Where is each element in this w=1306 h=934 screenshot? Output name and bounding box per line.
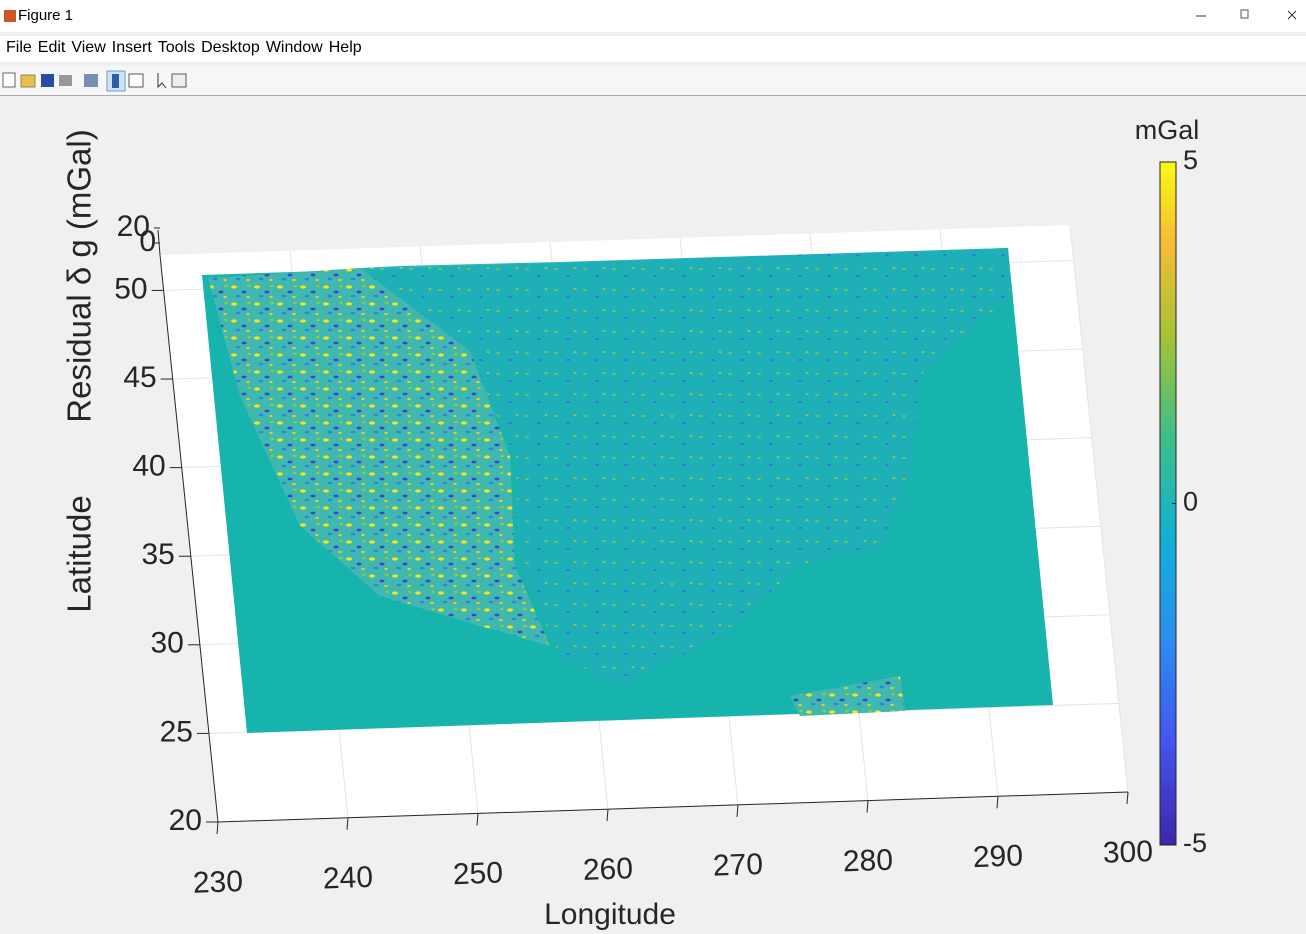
page: Figure 1 File Edit View Insert Tools Desktop W… xyxy=(0,0,1306,934)
y-tick-label: 50 xyxy=(114,272,147,305)
z-tick-label: 20 xyxy=(117,210,150,243)
x-tick-label: 290 xyxy=(972,839,1023,874)
x-tick xyxy=(477,813,478,825)
z-axis-label: Residual δ g (mGal) xyxy=(61,129,98,422)
y-tick-label: 45 xyxy=(123,361,156,394)
colorbar-tick-label: 0 xyxy=(1183,487,1198,517)
x-tick-label: 240 xyxy=(322,861,373,896)
save-icon[interactable] xyxy=(41,74,54,87)
print-icon[interactable] xyxy=(59,75,72,86)
x-tick xyxy=(867,801,868,813)
window-controls xyxy=(1186,0,1306,32)
y-tick-label: 35 xyxy=(141,538,174,571)
link-icon[interactable] xyxy=(84,74,98,87)
title-bar: Figure 1 xyxy=(0,0,1306,32)
x-tick-label: 250 xyxy=(452,856,503,891)
colorbar-tick-label: -5 xyxy=(1183,828,1207,858)
colorbar-tick-label: 5 xyxy=(1183,145,1198,175)
menu-item[interactable]: Window xyxy=(266,39,323,57)
open-icon[interactable] xyxy=(21,75,35,87)
x-tick xyxy=(997,796,998,808)
property-icon[interactable] xyxy=(172,74,186,87)
x-tick xyxy=(1127,792,1128,804)
colorbar: mGal -5 0 5 xyxy=(1135,115,1207,858)
x-tick-label: 230 xyxy=(192,865,243,900)
x-tick-label: 270 xyxy=(712,848,763,883)
toolbar xyxy=(0,66,1306,96)
colorbar-icon-inner xyxy=(112,74,119,88)
figure: 230 240 250 260 270 280 290 300 20 25 30 35 40 45 50 0 2… xyxy=(0,96,1306,934)
colorbar-label: mGal xyxy=(1135,115,1200,145)
window-title: Figure 1 xyxy=(18,7,73,24)
close-button[interactable] xyxy=(1288,11,1296,19)
menu-item[interactable]: File xyxy=(6,39,32,57)
x-tick xyxy=(217,822,218,834)
x-tick-label: 260 xyxy=(582,852,633,887)
x-tick-label: 300 xyxy=(1102,835,1153,870)
y-tick-label: 20 xyxy=(169,804,202,837)
menu-item[interactable]: View xyxy=(71,39,105,57)
menu-item[interactable]: Tools xyxy=(158,39,195,57)
maximize-button[interactable] xyxy=(1241,10,1248,18)
pointer-icon[interactable] xyxy=(158,73,166,88)
x-tick-label: 280 xyxy=(842,844,893,879)
x-tick xyxy=(607,809,608,821)
menu-item[interactable]: Edit xyxy=(38,39,66,57)
menu-item[interactable]: Desktop xyxy=(201,39,260,57)
y-tick-label: 30 xyxy=(151,627,184,660)
app-icon xyxy=(3,9,17,23)
x-axis-label: Longitude xyxy=(544,898,676,931)
legend-icon[interactable] xyxy=(129,74,143,87)
x-tick xyxy=(737,805,738,817)
y-tick-label: 40 xyxy=(132,450,165,483)
new-icon[interactable] xyxy=(3,73,15,87)
menu-item[interactable]: Help xyxy=(329,39,362,57)
toolbar-icons xyxy=(0,66,200,95)
menu-bar: File Edit View Insert Tools Desktop Window Help xyxy=(0,36,1306,62)
x-tick xyxy=(347,818,348,830)
y-axis-label: Latitude xyxy=(61,495,98,612)
menu-item[interactable]: Insert xyxy=(112,39,152,57)
y-tick-label: 25 xyxy=(160,715,193,748)
